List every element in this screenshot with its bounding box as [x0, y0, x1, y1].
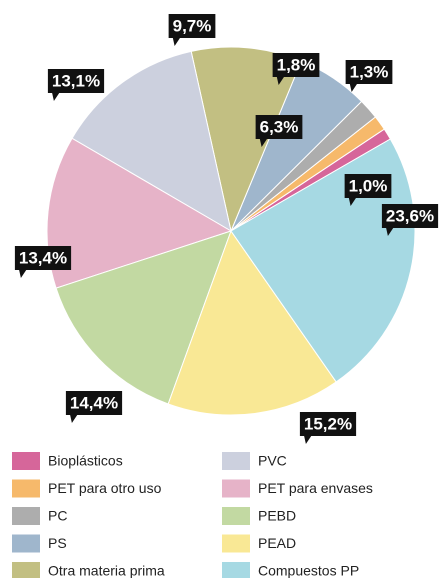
pie-slice — [230, 138, 416, 383]
legend-label: PET para envases — [258, 480, 373, 496]
pie-slice — [46, 137, 233, 289]
legend-label: PC — [48, 508, 67, 524]
label-pointer — [51, 92, 60, 101]
legend-label: PET para otro uso — [48, 480, 162, 496]
label-box — [47, 69, 105, 93]
data-label: 1,3% — [350, 62, 389, 81]
data-label: 15,2% — [304, 414, 352, 433]
label-pointer — [18, 269, 27, 278]
legend-label: PS — [48, 535, 67, 551]
legend-label: PVC — [258, 453, 287, 469]
data-label: 13,1% — [52, 71, 100, 90]
data-label: 14,4% — [70, 393, 118, 412]
pie-slice — [167, 229, 337, 416]
legend-swatch — [12, 534, 40, 553]
label-box — [381, 204, 439, 228]
label-box — [299, 412, 357, 436]
label-pointer — [69, 414, 78, 423]
label-pointer — [348, 197, 357, 206]
legend-label: PEAD — [258, 535, 296, 551]
label-pointer — [172, 37, 181, 46]
legend-swatch — [222, 562, 250, 578]
data-label: 23,6% — [386, 206, 434, 225]
legend-swatch — [222, 534, 250, 553]
legend-swatch — [12, 562, 40, 578]
legend-swatch — [12, 507, 40, 525]
data-label: 13,4% — [19, 248, 67, 267]
legend-label: Bioplásticos — [48, 453, 123, 469]
legend-swatch — [222, 452, 250, 470]
legend-swatch — [222, 507, 250, 525]
label-box — [65, 391, 123, 415]
label-box — [14, 246, 72, 270]
legend-label: PEBD — [258, 508, 296, 524]
legend-label: Compuestos PP — [258, 563, 359, 578]
data-label: 9,7% — [173, 16, 212, 35]
data-label: 1,8% — [277, 55, 316, 74]
label-pointer — [276, 76, 285, 85]
data-label: 1,0% — [349, 176, 388, 195]
label-box — [255, 115, 303, 139]
legend-label: Otra materia prima — [48, 563, 165, 578]
pie-slice — [71, 50, 232, 233]
label-box — [344, 174, 392, 198]
label-box — [168, 14, 216, 38]
data-label: 6,3% — [260, 117, 299, 136]
label-pointer — [259, 138, 268, 147]
label-pointer — [303, 435, 312, 444]
legend-swatch — [12, 479, 40, 498]
label-box — [345, 60, 393, 84]
label-box — [272, 53, 320, 77]
legend-swatch — [222, 479, 250, 498]
legend-swatch — [12, 452, 40, 470]
label-pointer — [385, 227, 394, 236]
label-pointer — [349, 83, 358, 92]
pie-slice — [55, 230, 232, 405]
